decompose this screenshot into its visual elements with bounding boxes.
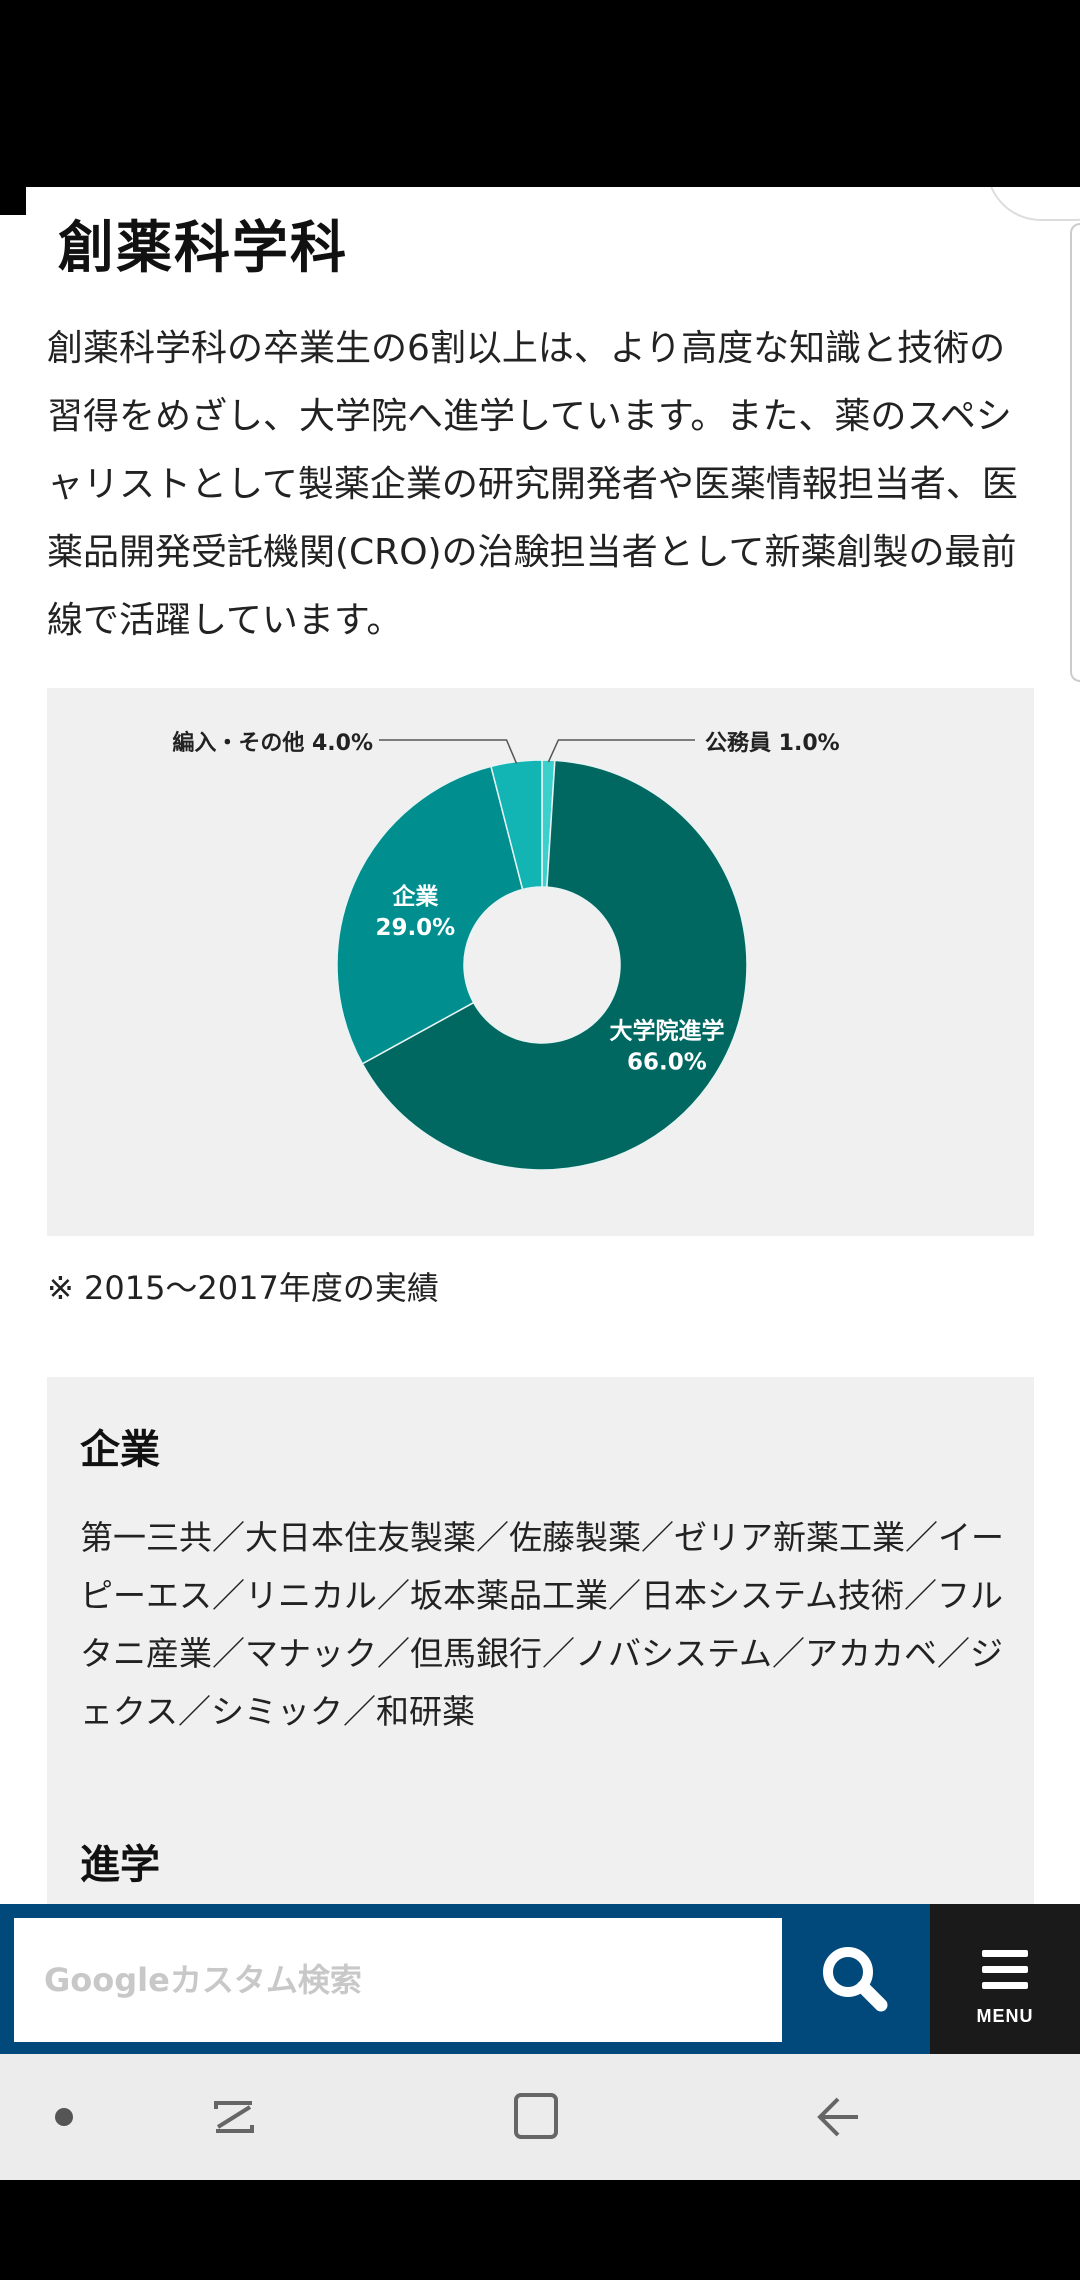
recent-apps-button[interactable] — [174, 2054, 294, 2180]
leader-line-transfer-other — [379, 739, 518, 764]
search-button[interactable] — [782, 1904, 930, 2054]
search-input[interactable] — [14, 1918, 782, 2042]
chart-panel: 大学院進学 66.0% 企業 29.0% 編入・その他 4.0% 公務員 1.0% — [47, 688, 1034, 1236]
web-page: 創薬科学科 創薬科学科の卒業生の6割以上は、より高度な知識と技術の習得をめざし、… — [0, 187, 1080, 1904]
search-icon — [823, 1947, 888, 2012]
section-title: 創薬科学科 — [58, 215, 348, 281]
back-arrow-icon — [817, 2097, 858, 2137]
slice-transfer-other — [490, 759, 543, 891]
system-nav-bar — [0, 2054, 1080, 2180]
dot-icon — [55, 2108, 73, 2126]
bottom-bezel — [0, 2180, 1080, 2280]
back-button[interactable] — [778, 2054, 898, 2180]
intro-paragraph: 創薬科学科の卒業生の6割以上は、より高度な知識と技術の習得をめざし、大学院へ進学… — [47, 328, 1018, 641]
title-marker — [0, 187, 26, 215]
companies-list: 第一三共／大日本住友製薬／佐藤製薬／ゼリア新薬工業／イーピーエス／リニカル／坂本… — [80, 1518, 1004, 1731]
menu-label: MENU — [976, 2006, 1034, 2026]
further-study-heading: 進学 — [80, 1842, 160, 1888]
label-graduate-school: 大学院進学 — [609, 1017, 724, 1044]
leader-line-civil-servant — [547, 739, 695, 763]
callout-transfer-other: 編入・その他 4.0% — [172, 730, 373, 756]
home-icon — [514, 2093, 558, 2139]
slice-graduate-school — [361, 759, 748, 1171]
home-button[interactable] — [476, 2054, 596, 2180]
status-bar — [0, 0, 1080, 187]
slice-company — [336, 765, 524, 1065]
nav-dot-button[interactable] — [4, 2054, 124, 2180]
search-bar: MENU — [0, 1904, 1080, 2054]
toggle-switch[interactable] — [986, 187, 1080, 221]
companies-heading: 企業 — [80, 1427, 160, 1473]
career-donut-chart: 大学院進学 66.0% 企業 29.0% 編入・その他 4.0% 公務員 1.0% — [172, 730, 840, 1171]
value-graduate-school: 66.0% — [627, 1049, 707, 1075]
hamburger-icon — [982, 1950, 1028, 1990]
label-company: 企業 — [391, 883, 439, 910]
callout-civil-servant: 公務員 1.0% — [705, 730, 840, 756]
recent-apps-icon — [214, 2101, 254, 2133]
menu-button[interactable]: MENU — [930, 1904, 1080, 2054]
value-company: 29.0% — [375, 915, 455, 941]
scroll-handle[interactable] — [1070, 223, 1080, 682]
chart-footnote: ※ 2015〜2017年度の実績 — [47, 1269, 439, 1307]
companies-panel: 企業 第一三共／大日本住友製薬／佐藤製薬／ゼリア新薬工業／イーピーエス／リニカル… — [47, 1377, 1034, 1904]
